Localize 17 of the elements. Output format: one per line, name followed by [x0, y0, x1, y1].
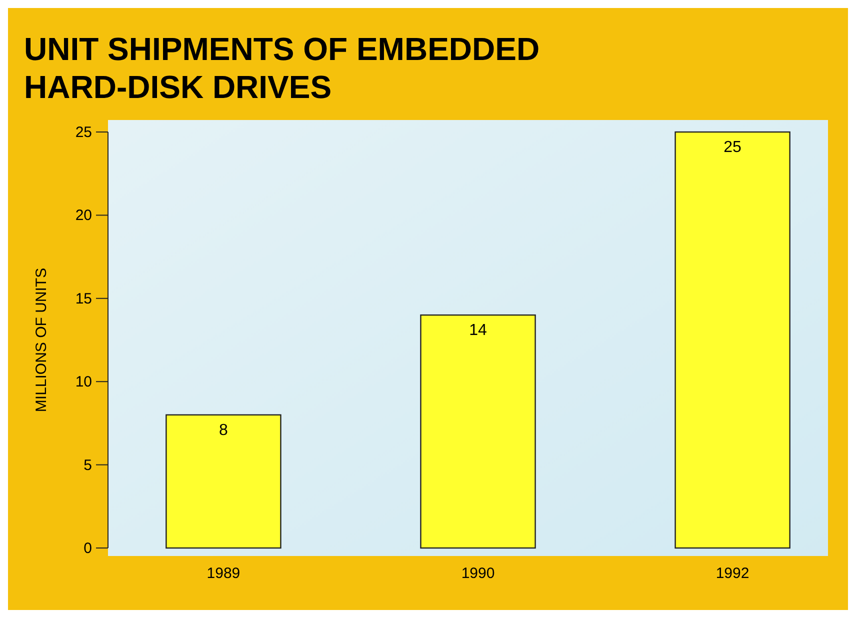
data-label: 25: [724, 139, 742, 156]
data-label: 14: [469, 322, 487, 340]
x-tick-label: 1992: [716, 565, 750, 582]
bar: [166, 414, 282, 549]
bar: [674, 131, 790, 549]
y-tick-label: 25: [75, 124, 92, 141]
y-axis-title: MILLIONS OF UNITS: [33, 268, 50, 412]
y-tick-label: 20: [75, 207, 92, 224]
y-tick-label: 5: [84, 456, 92, 474]
x-tick-label: 1990: [461, 565, 495, 582]
x-tick-label: 1989: [206, 565, 240, 582]
chart-title: UNIT SHIPMENTS OF EMBEDDED HARD-DISK DRIVES: [24, 31, 540, 105]
y-tick-label: 0: [84, 540, 92, 557]
data-label: 8: [219, 422, 228, 439]
y-tick-label: 15: [75, 290, 92, 308]
y-tick-label: 10: [75, 374, 92, 391]
bar: [420, 314, 536, 549]
